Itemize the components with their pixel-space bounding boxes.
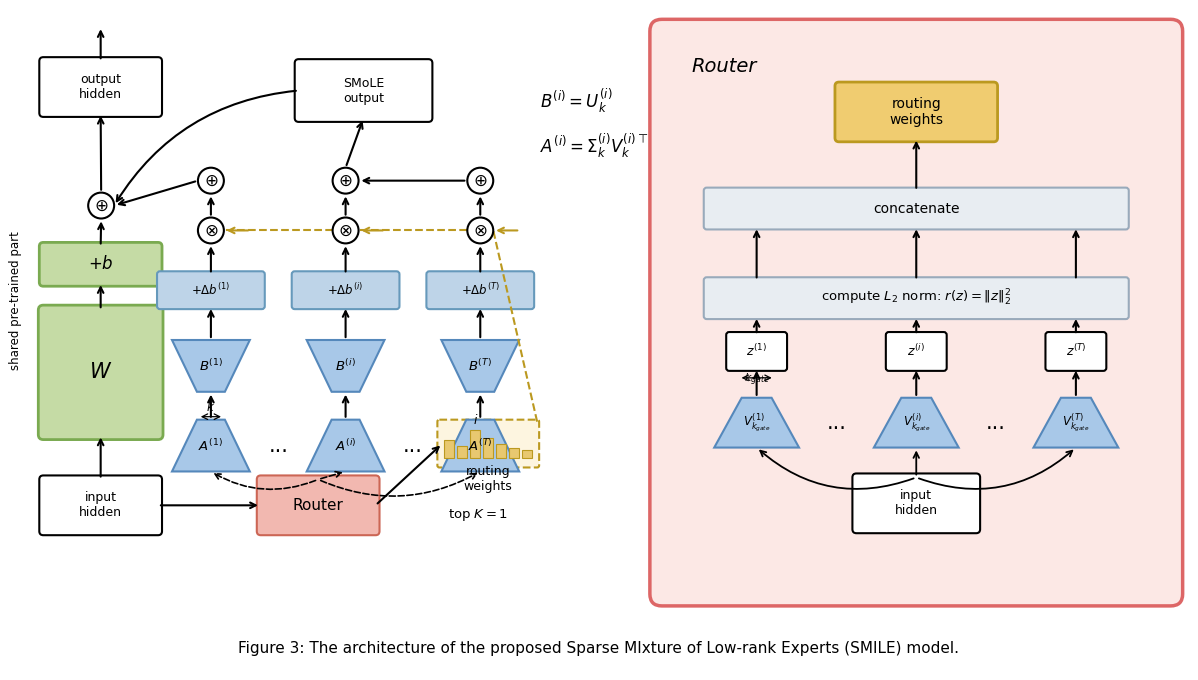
FancyBboxPatch shape [40,57,162,117]
Text: $k_{gate}$: $k_{gate}$ [744,372,769,388]
Circle shape [333,168,358,194]
FancyBboxPatch shape [703,277,1129,319]
Text: Router: Router [691,56,757,75]
Text: input
hidden: input hidden [895,490,938,517]
Text: routing
weights: routing weights [464,466,513,494]
Text: $+\Delta b^{(1)}$: $+\Delta b^{(1)}$ [192,282,230,298]
Polygon shape [307,420,385,471]
Text: $V_{k_{gate}}^{(i)}$: $V_{k_{gate}}^{(i)}$ [902,411,930,434]
Text: ...: ... [403,436,423,456]
FancyBboxPatch shape [853,473,980,533]
Text: $A^{(T)}$: $A^{(T)}$ [468,438,492,454]
Polygon shape [307,340,385,392]
FancyBboxPatch shape [295,59,432,122]
Text: compute $L_2$ norm: $r(z) = \|z\|_2^2$: compute $L_2$ norm: $r(z) = \|z\|_2^2$ [822,288,1011,308]
Text: $\oplus$: $\oplus$ [93,197,108,215]
Text: $V_{k_{gate}}^{(T)}$: $V_{k_{gate}}^{(T)}$ [1063,411,1090,434]
FancyBboxPatch shape [426,271,534,309]
Text: $z^{(T)}$: $z^{(T)}$ [1065,343,1087,360]
Polygon shape [441,420,519,471]
Circle shape [198,218,224,243]
Text: $+b$: $+b$ [87,255,114,273]
FancyBboxPatch shape [649,19,1182,606]
Text: input
hidden: input hidden [79,492,122,520]
Polygon shape [714,398,799,447]
FancyBboxPatch shape [292,271,399,309]
Text: $+\Delta b^{(T)}$: $+\Delta b^{(T)}$ [461,282,500,298]
Text: $\oplus$: $\oplus$ [338,171,353,190]
Text: $B^{(1)}$: $B^{(1)}$ [199,358,223,374]
Text: $A^{(1)}$: $A^{(1)}$ [199,438,223,454]
Text: shared pre-trained part: shared pre-trained part [8,231,22,370]
Text: $W$: $W$ [89,362,113,382]
Text: SMoLE
output: SMoLE output [343,77,385,105]
Bar [483,438,494,458]
Bar [444,439,454,458]
FancyBboxPatch shape [256,475,380,535]
FancyBboxPatch shape [38,305,163,439]
Polygon shape [1034,398,1118,447]
Circle shape [467,218,494,243]
Text: concatenate: concatenate [873,201,960,216]
Circle shape [333,218,358,243]
Circle shape [198,168,224,194]
Text: $\otimes$: $\otimes$ [204,222,218,239]
Bar [471,430,480,458]
Text: ...: ... [268,436,289,456]
Text: $z^{(i)}$: $z^{(i)}$ [907,343,925,360]
FancyBboxPatch shape [703,188,1129,229]
Text: $\otimes$: $\otimes$ [473,222,488,239]
Text: $B^{(i)} = U_k^{(i)}$: $B^{(i)} = U_k^{(i)}$ [540,87,612,115]
Text: output
hidden: output hidden [79,73,122,101]
Text: $\oplus$: $\oplus$ [473,171,488,190]
Text: $B^{(i)}$: $B^{(i)}$ [335,358,356,374]
Text: $z^{(1)}$: $z^{(1)}$ [746,343,767,360]
Text: top $K = 1$: top $K = 1$ [448,507,508,524]
Bar [509,447,519,458]
Polygon shape [873,398,958,447]
Text: $+\Delta b^{(i)}$: $+\Delta b^{(i)}$ [327,282,364,298]
Bar [458,445,467,458]
Text: ...: ... [986,413,1006,432]
Text: routing
weights: routing weights [889,97,943,127]
Polygon shape [441,340,519,392]
FancyBboxPatch shape [1046,332,1106,371]
Bar [522,449,532,458]
Text: $V_{k_{gate}}^{(1)}$: $V_{k_{gate}}^{(1)}$ [743,411,770,434]
FancyBboxPatch shape [437,420,539,467]
Text: $\oplus$: $\oplus$ [204,171,218,190]
Polygon shape [173,340,250,392]
Text: $k$: $k$ [206,400,216,413]
Polygon shape [173,420,250,471]
FancyBboxPatch shape [157,271,265,309]
FancyBboxPatch shape [40,242,162,286]
Text: $A^{(i)} = \Sigma_k^{(i)} V_k^{(i)\top}$: $A^{(i)} = \Sigma_k^{(i)} V_k^{(i)\top}$ [540,132,648,160]
FancyBboxPatch shape [726,332,787,371]
FancyBboxPatch shape [40,475,162,535]
Circle shape [89,192,114,218]
Text: $B^{(T)}$: $B^{(T)}$ [468,358,492,374]
Text: ...: ... [827,413,846,432]
Text: Router: Router [292,498,344,513]
FancyBboxPatch shape [835,82,998,142]
Text: Figure 3: The architecture of the proposed Sparse MIxture of Low-rank Experts (S: Figure 3: The architecture of the propos… [238,641,960,656]
Circle shape [467,168,494,194]
Text: $\otimes$: $\otimes$ [338,222,353,239]
Text: $A^{(i)}$: $A^{(i)}$ [334,438,356,454]
Text: $i$: $i$ [472,413,478,426]
FancyBboxPatch shape [885,332,946,371]
Bar [496,443,507,458]
